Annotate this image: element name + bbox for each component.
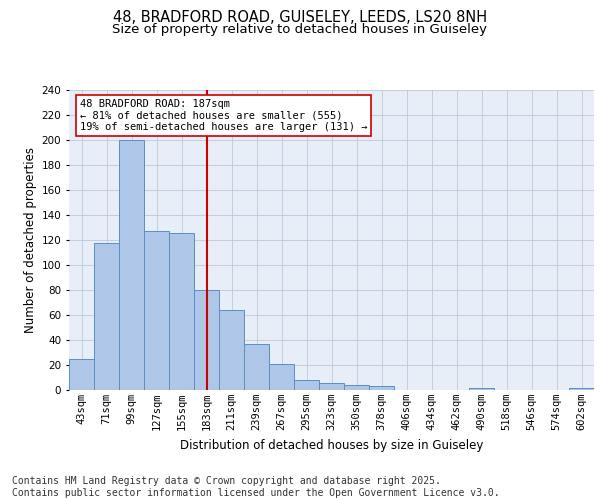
Y-axis label: Number of detached properties: Number of detached properties xyxy=(25,147,37,333)
Bar xyxy=(269,364,294,390)
Bar xyxy=(219,310,244,390)
Bar xyxy=(119,140,144,390)
Bar xyxy=(244,344,269,390)
Bar xyxy=(194,290,219,390)
Bar xyxy=(369,386,394,390)
Bar xyxy=(344,385,369,390)
Bar xyxy=(319,382,344,390)
Bar xyxy=(144,231,169,390)
Bar xyxy=(69,359,94,390)
X-axis label: Distribution of detached houses by size in Guiseley: Distribution of detached houses by size … xyxy=(180,438,483,452)
Text: 48, BRADFORD ROAD, GUISELEY, LEEDS, LS20 8NH: 48, BRADFORD ROAD, GUISELEY, LEEDS, LS20… xyxy=(113,10,487,25)
Bar xyxy=(469,388,494,390)
Bar xyxy=(294,380,319,390)
Text: 48 BRADFORD ROAD: 187sqm
← 81% of detached houses are smaller (555)
19% of semi-: 48 BRADFORD ROAD: 187sqm ← 81% of detach… xyxy=(79,99,367,132)
Bar xyxy=(94,242,119,390)
Bar xyxy=(569,388,594,390)
Text: Contains HM Land Registry data © Crown copyright and database right 2025.
Contai: Contains HM Land Registry data © Crown c… xyxy=(12,476,500,498)
Text: Size of property relative to detached houses in Guiseley: Size of property relative to detached ho… xyxy=(113,24,487,36)
Bar xyxy=(169,232,194,390)
